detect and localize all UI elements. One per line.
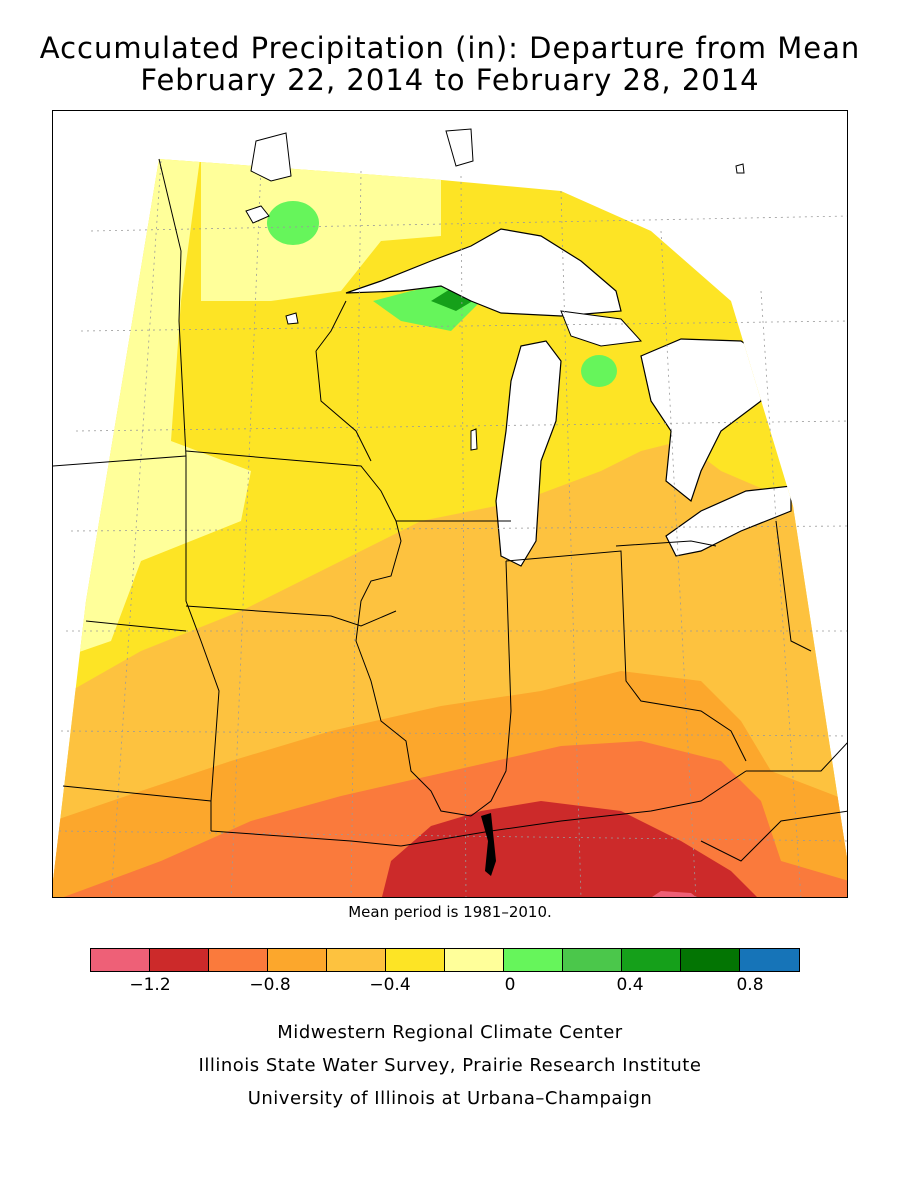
credit-uiuc: University of Illinois at Urbana–Champai…: [247, 1088, 653, 1109]
legend-swatch: [740, 949, 799, 971]
state-borders: [53, 158, 847, 862]
credit-isws: Illinois State Water Survey, Prairie Res…: [198, 1055, 702, 1076]
precipitation-map: [53, 128, 847, 897]
credit-mrcc: Midwestern Regional Climate Center: [277, 1022, 623, 1043]
kentucky-lake: [481, 813, 496, 876]
legend-tick: −1.2: [129, 975, 171, 995]
map-panel[interactable]: [52, 110, 848, 898]
legend-swatch: [91, 949, 150, 971]
color-legend: [90, 948, 800, 972]
legend-swatch: [327, 949, 386, 971]
lake-michigan: [495, 340, 562, 567]
legend-swatch: [681, 949, 740, 971]
legend-swatch: [268, 949, 327, 971]
mean-period-note: Mean period is 1981–2010.: [348, 903, 552, 921]
lake-superior: [345, 228, 622, 317]
legend-swatch: [622, 949, 681, 971]
islands: [245, 128, 745, 451]
precip-contours: [53, 159, 847, 897]
map-graticule: [58, 160, 847, 897]
legend-swatch: [445, 949, 504, 971]
contour-band-neg12: [646, 891, 701, 897]
contour-wet-northmn: [267, 201, 319, 245]
legend-tick: 0.4: [616, 975, 644, 995]
legend-swatch: [150, 949, 209, 971]
legend-swatch: [504, 949, 563, 971]
map-date-range: February 22, 2014 to February 28, 2014: [140, 63, 760, 97]
legend-tick: −0.4: [369, 975, 411, 995]
map-title: Accumulated Precipitation (in): Departur…: [39, 31, 861, 65]
contour-wet-nmi: [581, 355, 617, 387]
lake-huron: [640, 338, 772, 503]
legend-tick: 0: [504, 975, 516, 995]
legend-swatch: [209, 949, 268, 971]
contour-band-neg10: [381, 801, 761, 897]
lake-erie: [665, 485, 792, 557]
legend-tick: 0.8: [736, 975, 764, 995]
legend-swatch: [563, 949, 622, 971]
legend-tick: −0.8: [249, 975, 291, 995]
contour-zero-north: [201, 159, 441, 301]
lakes-straits: [560, 310, 643, 347]
legend-swatch: [386, 949, 445, 971]
